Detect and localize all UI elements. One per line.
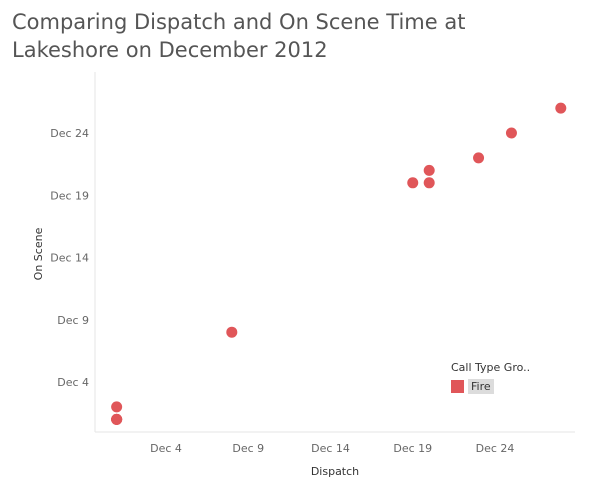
x-tick-label: Dec 24 (476, 442, 515, 455)
scatter-point[interactable] (423, 164, 435, 176)
legend-swatch (451, 380, 464, 393)
scatter-point[interactable] (407, 177, 419, 189)
y-tick-label: Dec 14 (50, 252, 89, 265)
x-tick-label: Dec 9 (232, 442, 264, 455)
scatter-point[interactable] (111, 413, 123, 425)
scatter-point[interactable] (111, 401, 123, 413)
legend-item-fire[interactable]: Fire (451, 379, 530, 394)
y-tick-label: Dec 19 (50, 189, 89, 202)
axes (94, 72, 575, 433)
y-tick-label: Dec 4 (57, 376, 89, 389)
scatter-point[interactable] (226, 326, 238, 338)
y-tick-label: Dec 9 (57, 314, 89, 327)
y-tick-labels: Dec 4 Dec 9 Dec 14 Dec 19 Dec 24 (50, 127, 89, 389)
chart-title: Comparing Dispatch and On Scene Time at … (12, 10, 466, 62)
scatter-point[interactable] (473, 152, 485, 164)
x-tick-label: Dec 19 (393, 442, 432, 455)
legend-title: Call Type Gro.. (451, 361, 531, 374)
x-tick-label: Dec 14 (311, 442, 350, 455)
y-tick-label: Dec 24 (50, 127, 89, 140)
x-tick-label: Dec 4 (150, 442, 182, 455)
scatter-point[interactable] (423, 177, 435, 189)
scatter-point[interactable] (505, 127, 517, 139)
y-axis-title: On Scene (32, 227, 45, 280)
data-points (111, 102, 567, 425)
x-axis-title: Dispatch (311, 465, 359, 478)
x-tick-labels: Dec 4 Dec 9 Dec 14 Dec 19 Dec 24 (150, 442, 514, 455)
scatter-point[interactable] (555, 102, 567, 114)
legend-label: Fire (468, 379, 494, 394)
legend: Call Type Gro.. Fire (451, 361, 530, 394)
